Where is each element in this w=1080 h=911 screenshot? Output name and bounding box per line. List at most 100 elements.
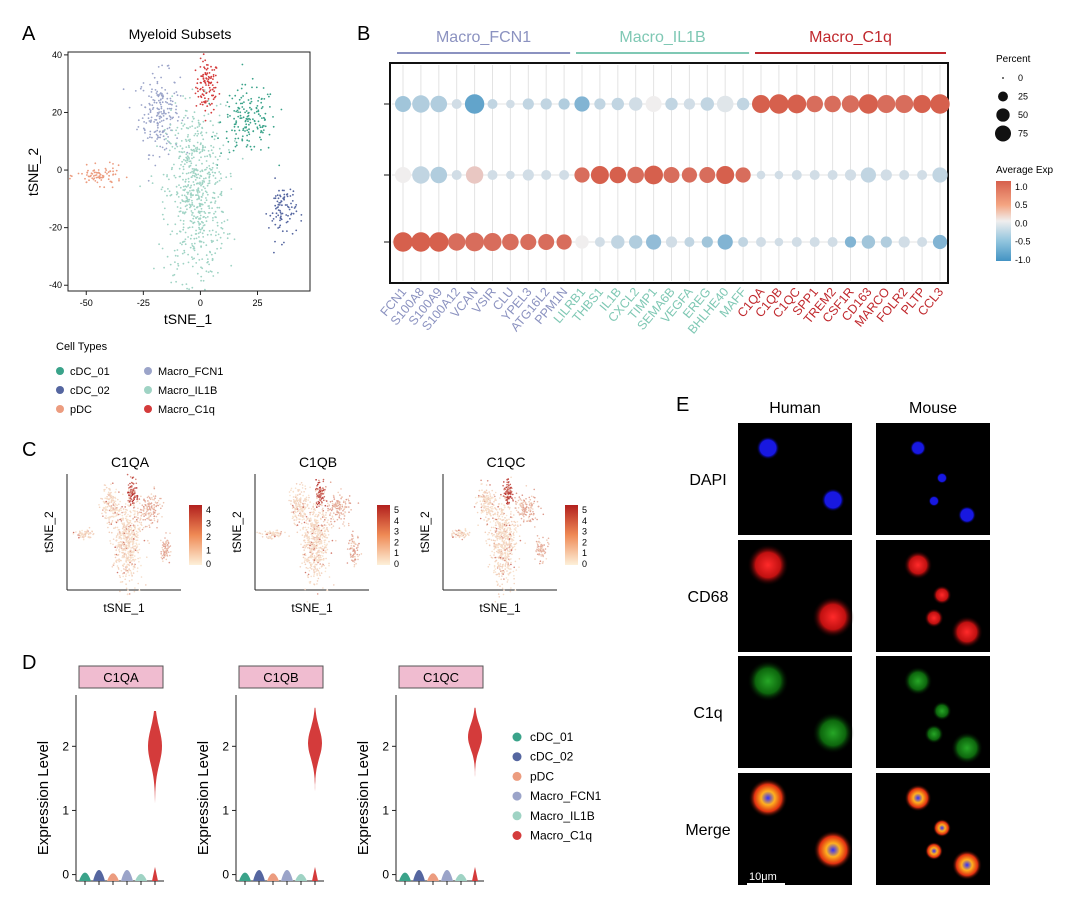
tsne-point	[205, 160, 208, 162]
feature-point	[492, 508, 494, 510]
tsne-point	[207, 84, 210, 87]
tsne-point	[283, 197, 285, 199]
dotplot-dot	[451, 170, 462, 180]
feature-point	[314, 518, 316, 521]
feature-point	[131, 489, 133, 491]
feature-point	[323, 491, 326, 493]
feature-point	[514, 500, 517, 503]
feature-point	[321, 564, 324, 566]
feature-point	[327, 507, 329, 510]
feature-point	[508, 495, 510, 498]
feature-point	[290, 500, 292, 502]
tsne-point	[246, 118, 248, 120]
feature-point	[132, 488, 135, 490]
feature-point	[147, 505, 150, 508]
tsne-point	[193, 257, 196, 260]
feature-point	[108, 516, 111, 518]
tsne-point	[160, 111, 163, 113]
tsne-point	[108, 174, 110, 177]
tsne-point	[175, 91, 178, 93]
tsne-point	[102, 176, 105, 179]
tsne-point	[247, 111, 250, 114]
tsne-point	[186, 208, 188, 211]
feature-point	[120, 543, 123, 546]
feature-point	[154, 512, 156, 514]
feature-point	[136, 519, 138, 521]
legend-label: Macro_C1q	[158, 404, 215, 416]
tsne-point	[156, 82, 159, 85]
feature-point	[507, 493, 510, 496]
tsne-point	[235, 102, 238, 105]
tsne-point	[281, 189, 284, 192]
feature-point	[351, 546, 353, 549]
feature-point	[321, 555, 324, 557]
feature-point	[510, 558, 512, 560]
tsne-point	[182, 165, 185, 168]
feature-point	[168, 561, 171, 564]
tsne-point	[226, 113, 229, 116]
feature-point	[307, 532, 310, 534]
feature-point	[140, 576, 143, 578]
violin-shape-macro-c1q	[468, 707, 482, 788]
feature-point	[513, 534, 515, 536]
tsne-point	[195, 229, 198, 232]
feature-point	[539, 553, 541, 556]
feature-point	[110, 523, 113, 525]
tsne-point	[186, 161, 188, 164]
feature-point	[494, 512, 497, 515]
feature-point	[108, 487, 111, 490]
feature-point	[489, 493, 491, 495]
tsne-point	[163, 207, 166, 210]
tsne-point	[235, 120, 238, 122]
feature-point	[122, 519, 124, 521]
gene-labels: FCN1S100A8S100A9S100A12VCANVSIRCLUYPEL3A…	[378, 284, 947, 336]
cell-signal	[924, 608, 944, 628]
feature-point	[318, 557, 320, 560]
feature-point	[497, 511, 499, 514]
feature-point	[156, 521, 159, 523]
feature-point	[488, 512, 491, 514]
group-label: Macro_IL1B	[619, 29, 705, 46]
feature-point	[476, 511, 479, 514]
feature-point	[316, 574, 319, 577]
tsne-point	[94, 180, 97, 182]
tsne-point	[216, 239, 219, 242]
feature-point	[120, 570, 123, 572]
feature-point	[357, 536, 359, 539]
tsne-point	[201, 103, 204, 106]
tsne-point	[160, 107, 163, 110]
tsne-point	[188, 140, 191, 143]
feature-point	[507, 487, 509, 489]
feature-point	[494, 539, 496, 542]
feature-point	[147, 503, 149, 505]
feature-point	[534, 517, 537, 519]
violin-legend-label: cDC_02	[530, 750, 574, 764]
feature-point	[301, 505, 303, 508]
feature-point	[293, 501, 296, 503]
violin-base-macro-c1q	[472, 866, 478, 881]
feature-point	[133, 547, 135, 550]
feature-point	[318, 554, 321, 556]
cell-signal	[903, 550, 933, 580]
feature-point	[119, 536, 122, 539]
tsne-point	[208, 180, 211, 182]
feature-point	[532, 510, 534, 513]
feature-point	[464, 533, 466, 535]
feature-point	[326, 505, 329, 508]
tsne-point	[208, 167, 211, 170]
feature-point	[543, 544, 546, 546]
tsne-point	[209, 89, 212, 92]
feature-point	[119, 576, 121, 579]
feature-point	[112, 503, 115, 505]
tsne-point	[216, 81, 219, 84]
feature-point	[123, 563, 125, 565]
tsne-point	[198, 125, 201, 127]
feature-point	[518, 496, 521, 498]
feature-point	[502, 543, 505, 546]
tsne-point	[257, 100, 259, 102]
feature-point	[349, 502, 352, 505]
feature-point	[125, 555, 128, 557]
feature-point	[322, 514, 325, 517]
feature-point	[491, 489, 494, 492]
tsne-point	[207, 75, 210, 78]
